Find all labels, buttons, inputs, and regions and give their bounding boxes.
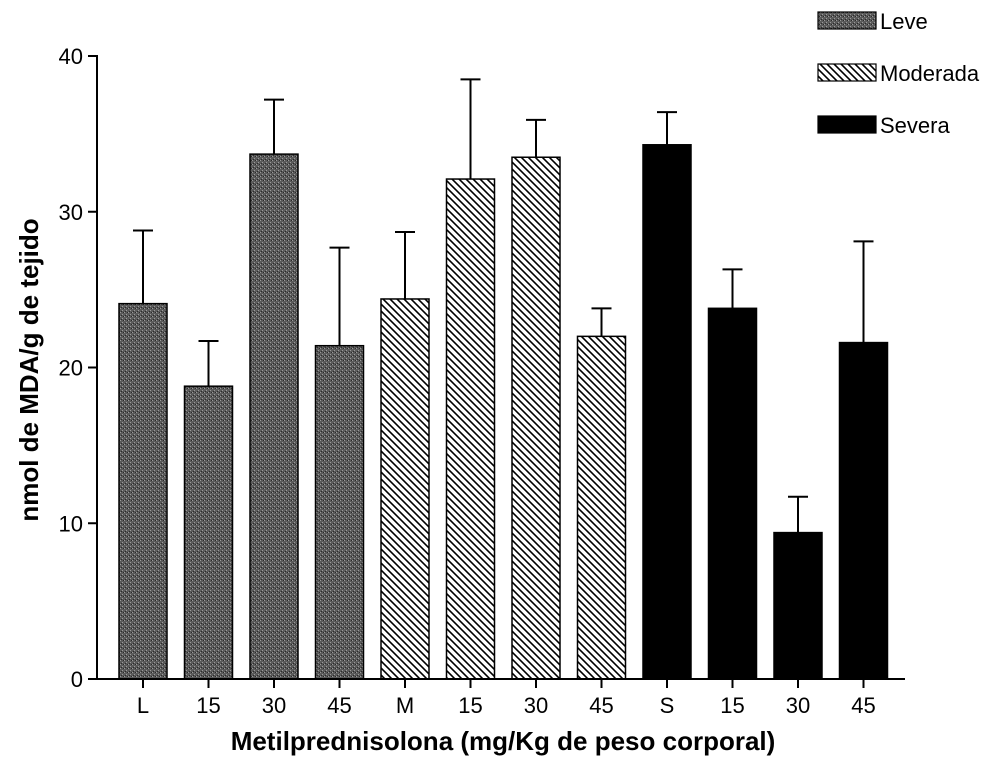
bars — [118, 144, 889, 680]
x-tick-label: M — [396, 693, 414, 718]
legend-swatch-moderada — [817, 63, 877, 82]
legend-label-severa: Severa — [880, 113, 950, 138]
x-tick-label: 30 — [524, 693, 548, 718]
y-tick-label: 30 — [59, 200, 83, 225]
bar-moderada — [445, 178, 496, 680]
x-tick-label: S — [660, 693, 675, 718]
x-tick-label: 30 — [262, 693, 286, 718]
bar-severa — [838, 341, 889, 680]
error-bars — [133, 78, 874, 533]
legend-swatch-severa — [817, 115, 877, 134]
x-tick-label: 45 — [327, 693, 351, 718]
x-ticks: L 15 30 45 M 15 30 45 S 15 30 45 — [137, 679, 876, 718]
legend-label-leve: Leve — [880, 9, 928, 34]
y-tick-label: 10 — [59, 511, 83, 536]
legend-swatch-leve — [817, 11, 877, 30]
x-tick-label: 15 — [196, 693, 220, 718]
legend-label-moderada: Moderada — [880, 61, 980, 86]
bar-leve — [314, 344, 365, 680]
x-axis-title: Metilprednisolona (mg/Kg de peso corpora… — [231, 726, 776, 756]
y-tick-label: 20 — [59, 356, 83, 381]
y-axis-title: nmol de MDA/g de tejido — [14, 218, 44, 521]
x-tick-label: 15 — [458, 693, 482, 718]
bar-leve — [249, 153, 299, 680]
legend: Leve Moderada Severa — [817, 9, 980, 138]
x-tick-label: 30 — [786, 693, 810, 718]
bar-moderada — [576, 335, 627, 680]
bar-moderada — [511, 156, 561, 680]
bar-leve — [183, 385, 234, 680]
x-tick-label: L — [137, 693, 149, 718]
x-tick-label: 45 — [589, 693, 613, 718]
bar-severa — [707, 307, 758, 680]
x-tick-label: 45 — [851, 693, 875, 718]
y-tick-label: 0 — [71, 667, 83, 692]
x-tick-label: 15 — [720, 693, 744, 718]
bar-moderada — [380, 298, 430, 680]
bar-severa — [773, 531, 823, 680]
bar-severa — [642, 144, 692, 680]
y-ticks: 0 10 20 30 40 — [59, 44, 97, 692]
y-tick-label: 40 — [59, 44, 83, 69]
bar-leve — [118, 302, 168, 680]
